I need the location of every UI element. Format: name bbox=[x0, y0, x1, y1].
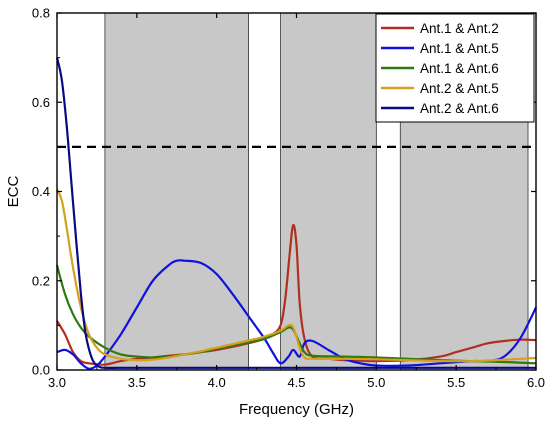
series-lines bbox=[55, 57, 537, 370]
series-line-3 bbox=[55, 264, 537, 365]
y-tick-label: 0.4 bbox=[32, 184, 50, 199]
legend-label-2: Ant.1 & Ant.5 bbox=[420, 41, 499, 56]
x-tick-label: 3.5 bbox=[128, 375, 146, 390]
legend: Ant.1 & Ant.2 Ant.1 & Ant.5 Ant.1 & Ant.6 A… bbox=[375, 13, 535, 123]
x-tick-label: 4.0 bbox=[208, 375, 226, 390]
y-tick-label: 0.2 bbox=[32, 273, 50, 288]
legend-label-5: Ant.2 & Ant.6 bbox=[420, 101, 499, 116]
legend-label-4: Ant.2 & Ant.5 bbox=[420, 81, 499, 96]
y-tick-label: 0.0 bbox=[32, 363, 50, 378]
x-axis-ticks: 3.0 3.5 4.0 4.5 5.0 5.5 6.0 bbox=[48, 13, 545, 390]
legend-label-1: Ant.1 & Ant.2 bbox=[420, 21, 499, 36]
series-line-5 bbox=[55, 57, 536, 369]
shaded-band-2 bbox=[280, 12, 377, 371]
x-tick-label: 6.0 bbox=[527, 375, 545, 390]
series-line-2 bbox=[56, 259, 537, 370]
legend-label-3: Ant.1 & Ant.6 bbox=[420, 61, 499, 76]
x-axis-title: Frequency (GHz) bbox=[239, 401, 354, 418]
series-line-4 bbox=[55, 188, 537, 363]
x-tick-label: 4.5 bbox=[287, 375, 305, 390]
y-axis-ticks: 0.0 0.2 0.4 0.6 0.8 bbox=[32, 6, 536, 378]
y-axis-title: ECC bbox=[5, 175, 22, 207]
y-tick-label: 0.8 bbox=[32, 6, 50, 21]
y-tick-label: 0.6 bbox=[32, 95, 50, 110]
series-line-1 bbox=[56, 223, 537, 366]
x-tick-label: 5.5 bbox=[447, 375, 465, 390]
x-tick-label: 3.0 bbox=[48, 375, 66, 390]
x-tick-label: 5.0 bbox=[367, 375, 385, 390]
shaded-band-1 bbox=[104, 12, 249, 371]
